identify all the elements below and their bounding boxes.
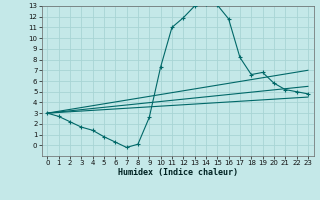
X-axis label: Humidex (Indice chaleur): Humidex (Indice chaleur) (118, 168, 237, 177)
